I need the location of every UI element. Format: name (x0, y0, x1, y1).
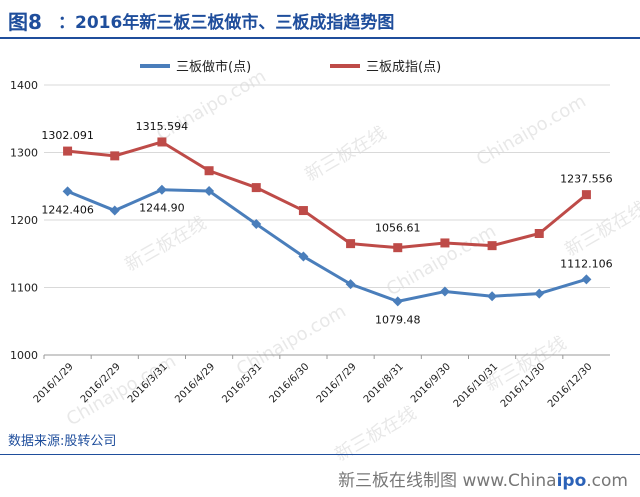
footer-rule (0, 454, 640, 455)
x-tick-label: 2016/3/31 (126, 361, 170, 405)
x-tick-label: 2016/6/30 (267, 361, 311, 405)
data-source: 数据来源:股转公司 (8, 434, 117, 449)
data-label: 1056.61 (375, 222, 421, 235)
data-point (345, 279, 356, 290)
data-point (157, 137, 167, 147)
data-label: 1302.091 (41, 129, 94, 142)
data-label: 1315.594 (136, 120, 189, 133)
title-bar: 图8 ：2016年新三板三板做市、三板成指趋势图 (0, 0, 640, 39)
x-tick-label: 2016/7/29 (315, 361, 359, 405)
data-point (298, 251, 309, 262)
series-line (67, 140, 588, 250)
y-tick-label: 1000 (10, 349, 38, 362)
x-tick-label: 2016/12/30 (546, 361, 595, 410)
data-point (62, 186, 73, 197)
data-point (204, 166, 214, 176)
data-point (110, 151, 120, 161)
x-tick-label: 2016/4/29 (173, 361, 217, 405)
legend-label: 三板做市(点) (176, 59, 251, 75)
figure-label: 图8 (8, 10, 42, 34)
x-tick-label: 2016/9/30 (409, 361, 453, 405)
footer-prefix: 新三板在线制图 www.China (338, 471, 557, 491)
x-tick-label: 2016/2/29 (79, 361, 123, 405)
data-point (156, 184, 167, 195)
x-tick-label: 2016/5/31 (220, 361, 264, 405)
footer-credit: 新三板在线制图 www.Chinaipo.com (338, 466, 628, 491)
title-rule (0, 37, 640, 39)
data-point (487, 241, 497, 251)
legend-label: 三板成指(点) (366, 60, 441, 75)
data-label: 1079.48 (375, 313, 421, 326)
data-label: 1244.90 (139, 202, 185, 215)
x-tick-label: 2016/10/31 (452, 361, 501, 410)
data-point (63, 146, 73, 156)
y-tick-label: 1200 (10, 214, 38, 227)
data-label: 1242.406 (41, 203, 94, 216)
data-point (393, 243, 403, 253)
data-point (251, 183, 261, 193)
data-point (487, 291, 498, 302)
footer-accent: ipo (556, 471, 587, 491)
x-tick-label: 2016/1/29 (32, 361, 76, 405)
series-line (67, 188, 587, 303)
x-tick-label: 2016/8/31 (362, 361, 406, 405)
data-point (204, 185, 215, 196)
data-point (439, 286, 450, 297)
data-point (251, 219, 262, 230)
data-point (534, 229, 544, 238)
data-label: 1112.106 (560, 257, 613, 270)
footer-suffix: .com (586, 471, 628, 491)
y-tick-label: 1400 (10, 79, 38, 92)
data-point (298, 206, 308, 216)
y-tick-label: 1300 (10, 147, 38, 160)
data-point (534, 288, 545, 299)
data-point (346, 239, 356, 249)
data-point (392, 296, 403, 307)
data-point (581, 274, 592, 285)
data-point (440, 238, 450, 248)
data-label: 1237.556 (560, 173, 613, 186)
x-tick-label: 2016/11/30 (499, 361, 548, 410)
data-point (581, 190, 591, 200)
data-point (109, 205, 120, 216)
chart-title: ：2016年新三板三板做市、三板成指趋势图 (58, 13, 395, 33)
y-tick-label: 1100 (10, 282, 38, 295)
